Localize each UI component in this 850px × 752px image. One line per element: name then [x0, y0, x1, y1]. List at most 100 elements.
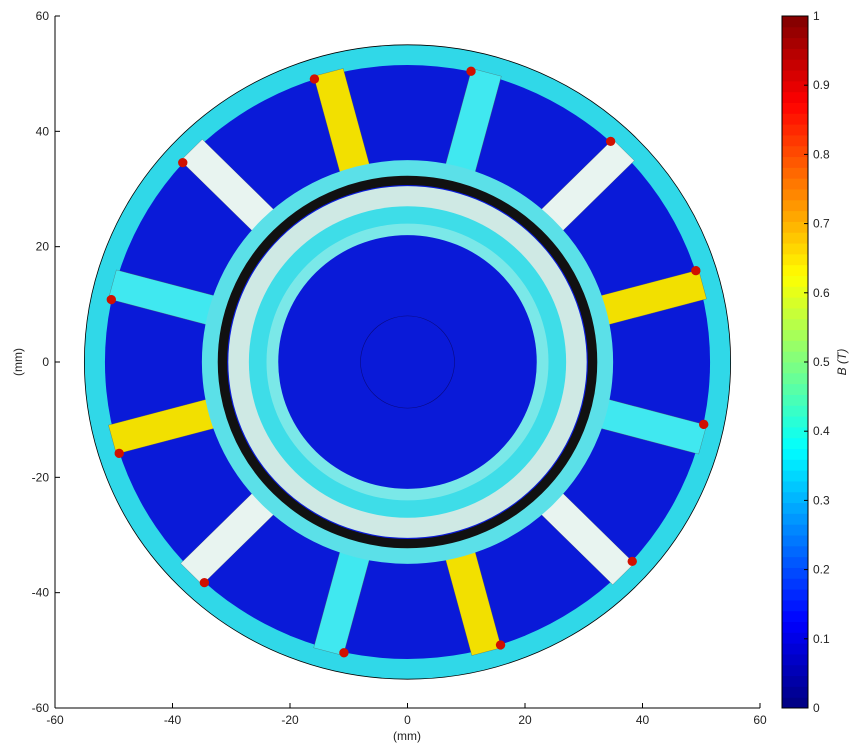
colorbar-level [782, 221, 808, 233]
colorbar-tick-label: 0.5 [813, 355, 830, 369]
colorbar-level [782, 480, 808, 493]
colorbar-level [782, 48, 808, 60]
x-tick-label: -20 [281, 713, 299, 727]
colorbar-level [782, 545, 808, 558]
colorbar-level [782, 448, 808, 460]
x-tick-label: 40 [636, 713, 650, 727]
colorbar-level [782, 91, 808, 103]
colorbar-level [782, 37, 808, 49]
colorbar-tick-label: 0.8 [813, 147, 830, 161]
colorbar-level [782, 134, 808, 147]
y-tick-label: 20 [36, 240, 50, 254]
rotor-core [278, 235, 537, 489]
colorbar-level [782, 286, 808, 298]
colorbar-level [782, 697, 808, 709]
colorbar-level [782, 59, 808, 71]
colorbar-level [782, 167, 808, 179]
colorbar-level [782, 113, 808, 125]
colorbar-level [782, 621, 808, 633]
colorbar-level [782, 416, 808, 428]
x-tick-label: 60 [753, 713, 767, 727]
colorbar-level [782, 264, 808, 276]
stator-bore [201, 160, 614, 564]
colorbar-level [782, 394, 808, 406]
tooth-tip [627, 556, 637, 567]
y-tick-label: 40 [36, 124, 50, 138]
colorbar-level [782, 329, 808, 341]
colorbar-level [782, 307, 808, 320]
shaft-outline [361, 316, 455, 408]
colorbar-level [782, 470, 808, 482]
y-tick-label: -20 [32, 470, 50, 484]
colorbar-level [782, 362, 808, 374]
colorbar-level [782, 178, 808, 190]
colorbar-level [782, 426, 808, 439]
colorbar-level [782, 664, 808, 677]
x-tick-label: 20 [518, 713, 532, 727]
colorbar-level [782, 16, 808, 28]
colorbar-level [782, 610, 808, 622]
colorbar-level [782, 524, 808, 536]
colorbar-tick-label: 0.7 [813, 217, 830, 231]
colorbar-level [782, 405, 808, 417]
x-axis-label: (mm) [393, 729, 421, 743]
colorbar-level [782, 578, 808, 590]
colorbar-level [782, 232, 808, 244]
colorbar-level [782, 189, 808, 201]
colorbar-tick-label: 0.3 [813, 493, 830, 507]
colorbar-tick-label: 0.4 [813, 424, 830, 438]
tooth-tip [339, 648, 349, 658]
y-tick-label: -60 [32, 701, 50, 715]
colorbar-level [782, 459, 808, 471]
tooth-tip [691, 266, 701, 276]
colorbar-level [782, 589, 808, 601]
colorbar-label: B (T) [835, 349, 849, 376]
x-tick-label: -40 [164, 713, 182, 727]
tooth-tip [309, 74, 320, 84]
colorbar-level [782, 632, 808, 644]
colorbar-level [782, 502, 808, 514]
colorbar-level [782, 535, 808, 547]
colorbar-level [782, 653, 808, 666]
colorbar-level [782, 599, 808, 612]
colorbar-level [782, 156, 808, 168]
colorbar-level [782, 124, 808, 136]
tooth-tip [199, 577, 210, 588]
colorbar-tick-label: 0.2 [813, 563, 830, 577]
x-tick-label: -60 [46, 713, 64, 727]
colorbar-level [782, 318, 808, 331]
colorbar-level [782, 199, 808, 212]
colorbar-level [782, 243, 808, 255]
colorbar-level [782, 437, 808, 449]
colorbar-level [782, 102, 808, 114]
colorbar-level [782, 145, 808, 158]
tooth-tip [106, 295, 116, 305]
tooth-tip [114, 448, 124, 458]
tooth-tip [178, 157, 188, 168]
colorbar-level [782, 675, 808, 687]
y-tick-label: -40 [32, 586, 50, 600]
colorbar-level [782, 491, 808, 504]
y-tick-label: 0 [42, 355, 49, 369]
colorbar-level [782, 513, 808, 525]
colorbar-level [782, 567, 808, 579]
y-tick-label: 60 [36, 9, 50, 23]
colorbar-tick-label: 0 [813, 701, 820, 715]
colorbar-level [782, 340, 808, 352]
tooth-tip [605, 136, 616, 147]
tooth-tip [495, 640, 506, 650]
colorbar-tick-label: 1 [813, 9, 820, 23]
colorbar-level [782, 253, 808, 266]
colorbar-tick-label: 0.1 [813, 632, 830, 646]
colorbar-tick-label: 0.9 [813, 78, 830, 92]
colorbar-level [782, 686, 808, 698]
y-axis-label: (mm) [11, 348, 25, 376]
colorbar-level [782, 275, 808, 287]
tooth-tip [466, 66, 476, 76]
colorbar-level [782, 70, 808, 82]
colorbar-level [782, 80, 808, 93]
colorbar-level [782, 26, 808, 39]
tooth-tip [699, 419, 709, 429]
colorbar-level [782, 351, 808, 363]
